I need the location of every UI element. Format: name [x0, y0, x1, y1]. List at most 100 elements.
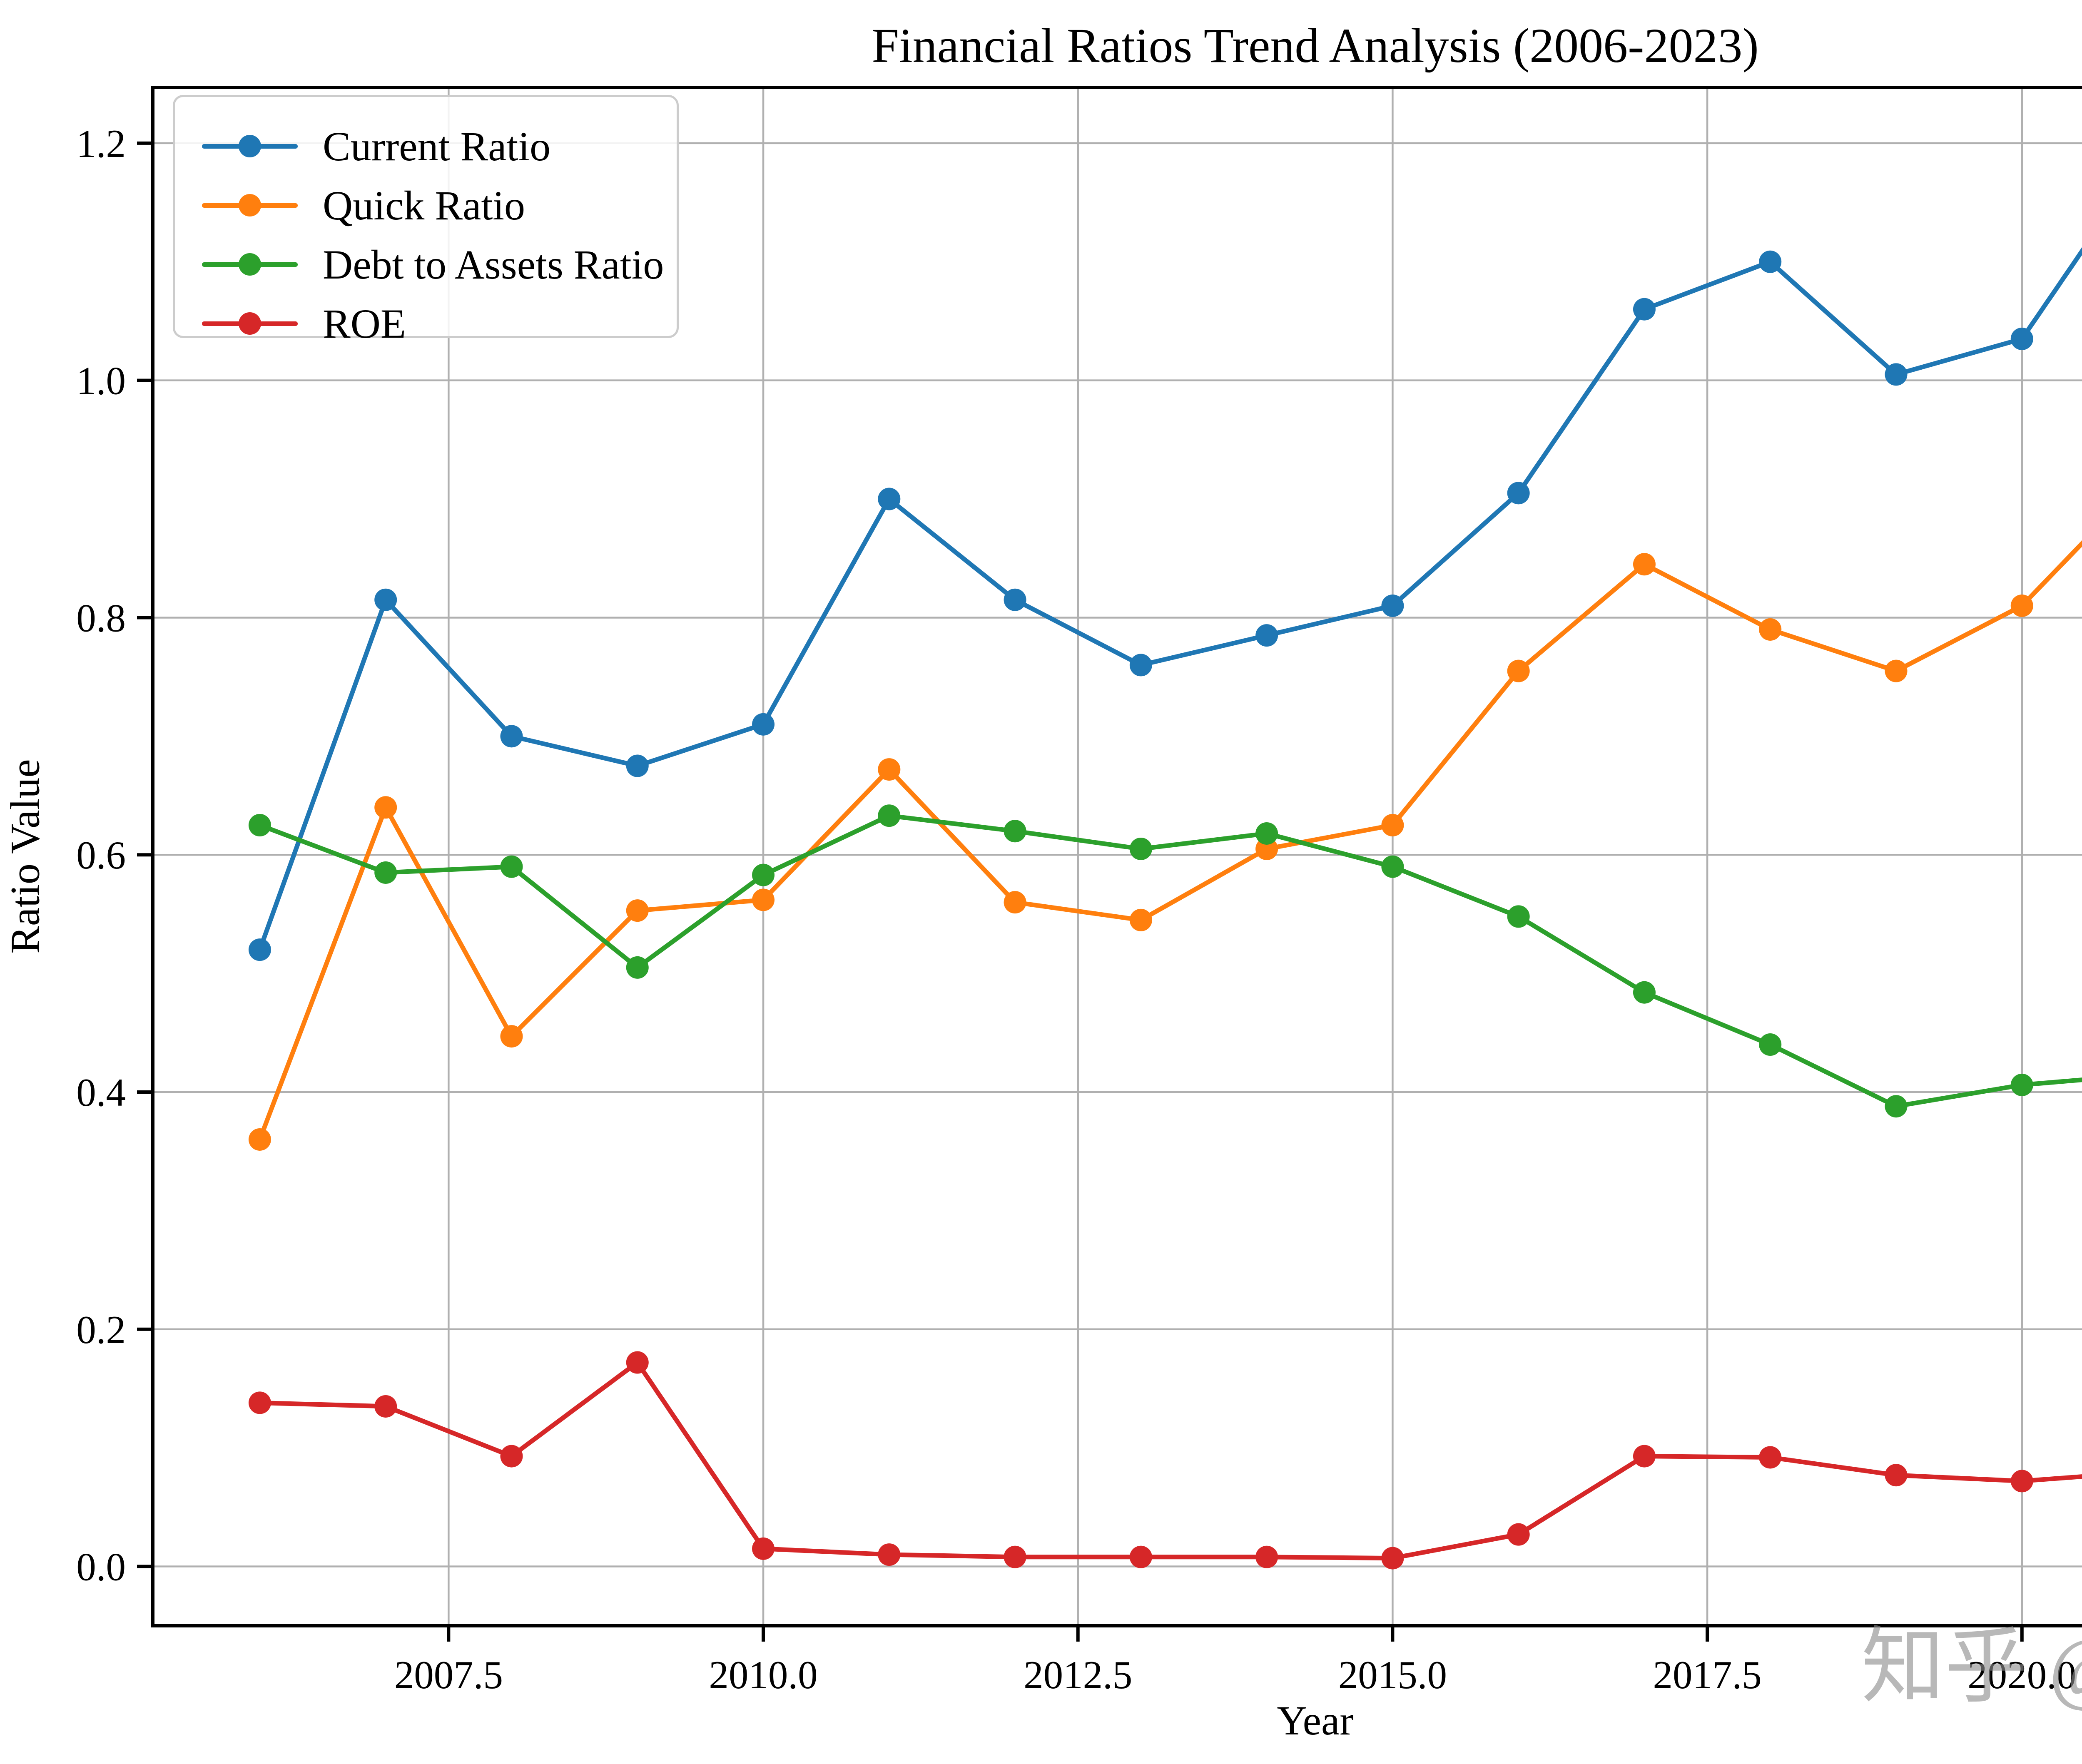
- data-point-debt-to-assets-ratio: [752, 863, 775, 886]
- data-point-roe: [1129, 1545, 1152, 1568]
- x-tick-label: 2012.5: [1024, 1653, 1132, 1697]
- data-point-quick-ratio: [1381, 814, 1404, 837]
- data-point-current-ratio: [1633, 298, 1656, 321]
- legend-label: Current Ratio: [323, 123, 551, 169]
- series-line-quick-ratio: [257, 540, 2082, 1142]
- data-point-roe: [1507, 1523, 1530, 1546]
- data-point-quick-ratio: [752, 888, 775, 911]
- legend: Current Ratio Quick Ratio Debt to Assets R…: [173, 95, 679, 347]
- data-point-quick-ratio: [500, 1025, 523, 1048]
- data-point-roe: [1255, 1545, 1278, 1568]
- data-point-debt-to-assets-ratio: [374, 861, 397, 884]
- data-point-roe: [2010, 1470, 2033, 1493]
- data-point-quick-ratio: [626, 899, 649, 922]
- data-point-quick-ratio: [878, 758, 901, 781]
- chart-title: Financial Ratios Trend Analysis (2006-20…: [872, 18, 1759, 73]
- data-point-roe: [1004, 1545, 1026, 1568]
- data-point-roe: [1381, 1547, 1404, 1570]
- data-point-debt-to-assets-ratio: [626, 956, 649, 979]
- data-point-roe: [1633, 1445, 1656, 1468]
- x-tick-label: 2007.5: [394, 1653, 503, 1697]
- data-point-roe: [500, 1445, 523, 1468]
- legend-marker-roe: [202, 294, 298, 353]
- watermark: 知乎 @know634: [1861, 1621, 2082, 1713]
- y-tick-label: 0.6: [76, 833, 126, 877]
- legend-item-current-ratio: Current Ratio: [175, 117, 677, 176]
- data-point-current-ratio: [1004, 588, 1026, 611]
- data-point-quick-ratio: [1759, 618, 1782, 641]
- data-point-quick-ratio: [374, 796, 397, 819]
- y-tick-label: 0.4: [76, 1070, 126, 1115]
- y-tick-label: 0.2: [76, 1308, 126, 1352]
- legend-item-quick-ratio: Quick Ratio: [175, 176, 677, 235]
- data-point-quick-ratio: [2010, 594, 2033, 617]
- data-point-current-ratio: [2010, 327, 2033, 350]
- data-point-current-ratio: [1759, 250, 1782, 273]
- legend-item-debt-to-assets-ratio: Debt to Assets Ratio: [175, 235, 677, 294]
- data-point-debt-to-assets-ratio: [2010, 1073, 2033, 1096]
- data-point-debt-to-assets-ratio: [500, 855, 523, 878]
- data-point-debt-to-assets-ratio: [1507, 905, 1530, 928]
- legend-marker-current-ratio: [202, 117, 298, 176]
- data-point-debt-to-assets-ratio: [1129, 837, 1152, 860]
- data-point-current-ratio: [1507, 482, 1530, 505]
- x-tick-label: 2020.0: [1967, 1653, 2076, 1697]
- data-point-debt-to-assets-ratio: [1759, 1033, 1782, 1056]
- axes-spines: [151, 86, 2082, 1627]
- y-tick-label: 0.0: [76, 1545, 126, 1589]
- y-axis-label: Ratio Value: [2, 759, 48, 954]
- data-point-current-ratio: [1255, 624, 1278, 647]
- data-point-debt-to-assets-ratio: [1381, 855, 1404, 878]
- data-point-debt-to-assets-ratio: [1255, 822, 1278, 845]
- data-point-current-ratio: [752, 713, 775, 736]
- data-point-roe: [248, 1391, 271, 1414]
- data-point-roe: [374, 1395, 397, 1418]
- x-tick-label: 2017.5: [1653, 1653, 1761, 1697]
- data-point-current-ratio: [626, 754, 649, 777]
- data-point-debt-to-assets-ratio: [248, 814, 271, 837]
- data-point-quick-ratio: [1255, 837, 1278, 860]
- data-point-current-ratio: [500, 725, 523, 748]
- legend-label: ROE: [323, 300, 406, 347]
- series-line-debt-to-assets-ratio: [257, 813, 2082, 1109]
- data-point-quick-ratio: [1633, 553, 1656, 576]
- legend-label: Quick Ratio: [323, 182, 525, 229]
- data-point-quick-ratio: [1004, 891, 1026, 914]
- legend-marker-quick-ratio: [202, 176, 298, 235]
- data-point-debt-to-assets-ratio: [1885, 1095, 1908, 1118]
- legend-item-roe: ROE: [175, 294, 677, 353]
- series-line-roe: [257, 1360, 2082, 1561]
- data-point-debt-to-assets-ratio: [1633, 981, 1656, 1004]
- data-point-current-ratio: [1381, 594, 1404, 617]
- data-point-roe: [626, 1351, 649, 1374]
- data-point-roe: [1885, 1464, 1908, 1487]
- data-point-quick-ratio: [1885, 659, 1908, 682]
- y-tick-label: 1.0: [76, 359, 126, 403]
- data-point-quick-ratio: [248, 1128, 271, 1151]
- legend-label: Debt to Assets Ratio: [323, 241, 664, 288]
- x-tick-label: 2015.0: [1338, 1653, 1447, 1697]
- legend-dot-icon: [239, 253, 261, 276]
- data-point-debt-to-assets-ratio: [878, 804, 901, 827]
- y-tick-label: 0.8: [76, 596, 126, 640]
- data-point-roe: [878, 1543, 901, 1566]
- data-point-current-ratio: [374, 588, 397, 611]
- x-tick-label: 2010.0: [709, 1653, 817, 1697]
- data-point-current-ratio: [248, 938, 271, 961]
- data-point-current-ratio: [1129, 654, 1152, 677]
- data-point-quick-ratio: [1129, 908, 1152, 931]
- series-line-current-ratio: [257, 247, 2082, 952]
- data-point-current-ratio: [1885, 363, 1908, 386]
- legend-marker-debt-to-assets-ratio: [202, 235, 298, 294]
- data-point-roe: [1759, 1446, 1782, 1469]
- data-point-current-ratio: [878, 488, 901, 510]
- legend-dot-icon: [239, 135, 261, 157]
- data-point-debt-to-assets-ratio: [1004, 820, 1026, 843]
- legend-dot-icon: [239, 312, 261, 335]
- y-tick-label: 1.2: [76, 122, 126, 166]
- data-point-quick-ratio: [1507, 659, 1530, 682]
- data-point-roe: [752, 1537, 775, 1560]
- legend-dot-icon: [239, 194, 261, 216]
- x-axis-label: Year: [1277, 1697, 1354, 1744]
